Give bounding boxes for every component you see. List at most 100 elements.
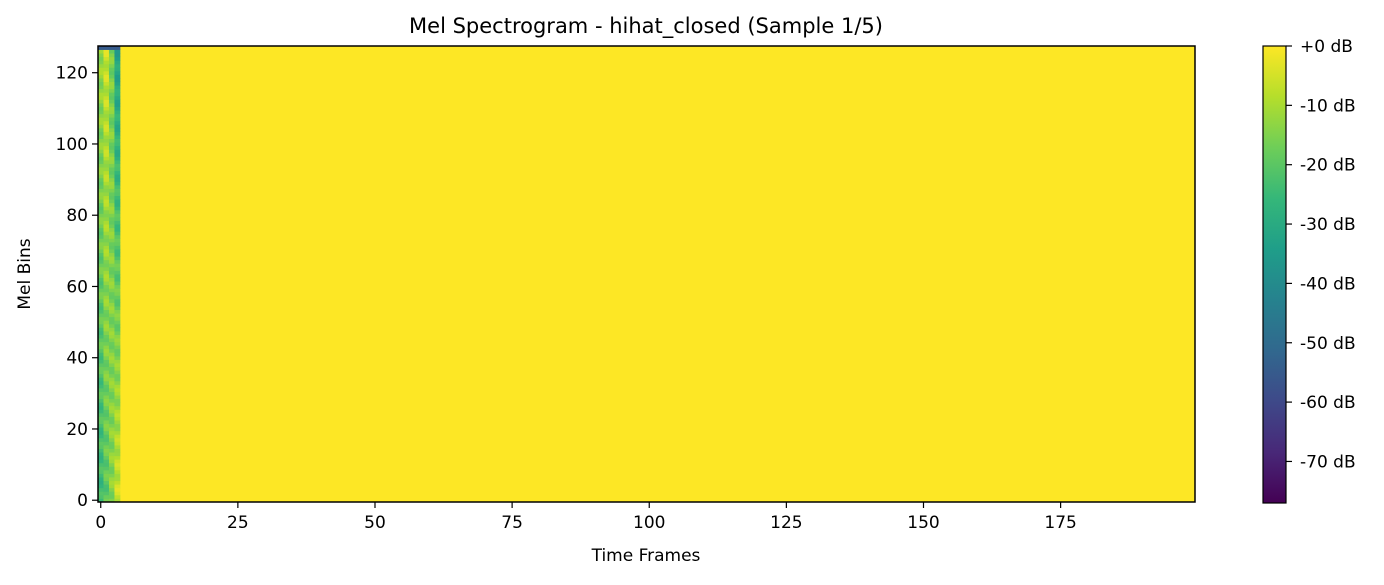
heatmap-cell: [103, 477, 110, 482]
heatmap-cell: [114, 95, 121, 100]
heatmap-cell: [98, 484, 104, 489]
heatmap-cell: [103, 380, 110, 385]
heatmap-cell: [103, 398, 110, 403]
heatmap-cell: [98, 70, 104, 75]
heatmap-cell: [108, 81, 115, 86]
heatmap-cell: [98, 60, 104, 65]
heatmap-cell: [103, 370, 110, 375]
heatmap-cell: [114, 274, 121, 278]
heatmap-cell: [103, 181, 110, 186]
heatmap-cell: [103, 402, 110, 407]
heatmap-cell: [108, 469, 115, 474]
heatmap-cell: [103, 245, 110, 250]
heatmap-cell: [103, 498, 110, 503]
y-tick-label: 0: [77, 491, 88, 511]
heatmap-cell: [103, 106, 110, 111]
heatmap-cell: [103, 135, 110, 140]
heatmap-cell: [103, 117, 110, 122]
heatmap-cell: [114, 377, 121, 382]
heatmap-cell: [114, 245, 121, 250]
heatmap-cell: [103, 224, 110, 229]
heatmap-cell: [108, 455, 115, 460]
heatmap-cell: [108, 259, 115, 264]
heatmap-cell: [114, 152, 121, 157]
heatmap-cell: [108, 452, 115, 457]
heatmap-cell: [98, 366, 104, 371]
heatmap-cell: [114, 491, 121, 496]
heatmap-cell: [98, 341, 104, 346]
heatmap-cell: [108, 338, 115, 343]
heatmap-cell: [114, 238, 121, 243]
heatmap-cell: [108, 434, 115, 439]
colorbar-tick-label: -30 dB: [1300, 215, 1356, 235]
heatmap-cell: [114, 110, 121, 115]
heatmap-cell: [98, 99, 104, 104]
heatmap-cell: [98, 327, 104, 332]
heatmap-cell: [103, 209, 110, 214]
heatmap-cell: [114, 430, 121, 435]
heatmap-cell: [103, 473, 110, 478]
heatmap-cell: [103, 320, 110, 325]
heatmap-cell: [114, 373, 121, 378]
heatmap-cell: [98, 466, 104, 471]
heatmap-cell: [98, 174, 104, 179]
heatmap-cell: [114, 341, 121, 346]
heatmap-cell: [108, 298, 115, 303]
heatmap-cell: [114, 370, 121, 375]
heatmap-cell: [114, 53, 121, 58]
heatmap-cell: [98, 85, 104, 90]
heatmap-cell: [108, 323, 115, 328]
heatmap-cell: [114, 448, 121, 453]
colorbar-tick-label: -60 dB: [1300, 393, 1356, 413]
heatmap-cell: [98, 217, 104, 221]
heatmap-cell: [108, 363, 115, 368]
heatmap-cell: [108, 320, 115, 325]
heatmap-cell: [108, 199, 115, 204]
heatmap-cell: [108, 63, 115, 68]
heatmap-cell: [114, 241, 121, 246]
heatmap-cell: [114, 288, 121, 293]
heatmap-cell: [98, 448, 104, 453]
heatmap-cell: [114, 380, 121, 385]
heatmap-cell: [98, 103, 104, 107]
heatmap-cell: [108, 184, 115, 189]
heatmap-cell: [98, 149, 104, 154]
heatmap-cell: [114, 231, 121, 236]
x-tick-label: 25: [227, 513, 249, 533]
heatmap-cell: [103, 217, 110, 221]
heatmap-cell: [98, 291, 104, 296]
heatmap-cell: [98, 131, 104, 136]
heatmap-cell: [98, 170, 104, 175]
heatmap-cell: [103, 363, 110, 368]
y-tick-label: 20: [66, 420, 88, 440]
heatmap-cell: [114, 398, 121, 403]
heatmap-cell: [103, 127, 110, 132]
heatmap-cell: [114, 423, 121, 428]
x-tick-label: 175: [1044, 513, 1076, 533]
heatmap-cell: [114, 99, 121, 104]
heatmap-cell: [108, 274, 115, 278]
x-axis-title: Time Frames: [591, 546, 701, 566]
heatmap-cell: [108, 67, 115, 72]
heatmap-cell: [103, 395, 110, 400]
heatmap-cell: [114, 494, 121, 499]
heatmap-cell: [114, 384, 121, 389]
heatmap-cell: [103, 316, 110, 321]
heatmap-cell: [103, 327, 110, 332]
heatmap-cell: [114, 309, 121, 314]
heatmap-cell: [108, 462, 115, 467]
heatmap-cell: [98, 63, 104, 68]
heatmap-cell: [103, 462, 110, 467]
heatmap-cell: [103, 288, 110, 293]
heatmap-cell: [98, 263, 104, 268]
heatmap-cell: [98, 363, 104, 368]
heatmap-cell: [98, 388, 104, 392]
heatmap-cell: [114, 469, 121, 474]
heatmap-cell: [108, 249, 115, 254]
heatmap-cell: [108, 74, 115, 79]
heatmap-cell: [98, 231, 104, 236]
heatmap-cell: [103, 295, 110, 300]
heatmap-cell: [114, 206, 121, 211]
heatmap-cell: [108, 110, 115, 115]
heatmap-cell: [114, 149, 121, 154]
